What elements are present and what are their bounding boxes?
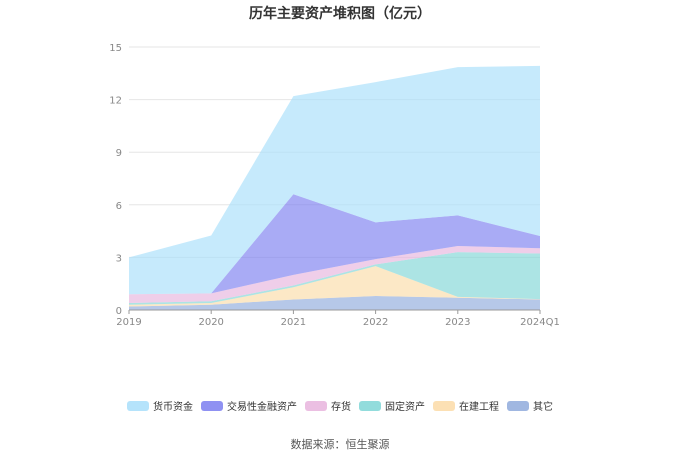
legend-label: 固定资产 <box>385 402 425 413</box>
x-tick-label: 2019 <box>116 317 141 328</box>
legend-item[interactable]: 其它 <box>507 398 553 413</box>
y-tick-label: 15 <box>109 43 122 54</box>
legend-item[interactable]: 存货 <box>305 398 351 413</box>
axes: 0 3 6 9 12 15 2019 2020 2021 2022 2023 2024Q1 <box>109 43 560 328</box>
area-series-2 <box>129 252 540 305</box>
x-tick-label: 2023 <box>445 317 470 328</box>
legend-label: 其它 <box>533 402 553 413</box>
legend-label: 交易性金融资产 <box>227 402 297 413</box>
area-series <box>129 65 540 310</box>
chart-title: 历年主要资产堆积图（亿元） <box>249 6 431 22</box>
legend-item[interactable]: 交易性金融资产 <box>201 398 297 413</box>
source-note: 数据来源：恒生聚源 <box>290 438 390 451</box>
x-tick-label: 2024Q1 <box>520 317 560 328</box>
area-series-4 <box>129 194 540 295</box>
legend-swatch <box>359 400 381 411</box>
legend-label: 货币资金 <box>153 402 193 413</box>
legend-swatch <box>305 400 327 411</box>
legend-item[interactable]: 在建工程 <box>433 398 499 413</box>
legend-item[interactable]: 货币资金 <box>127 398 193 413</box>
legend: 货币资金 交易性金融资产 存货 固定资产 在建工程 其它 <box>0 398 680 413</box>
y-tick-label: 0 <box>116 306 122 317</box>
y-tick-label: 6 <box>116 201 122 212</box>
legend-swatch <box>201 400 223 411</box>
area-series-5 <box>129 65 540 295</box>
legend-swatch <box>433 400 455 411</box>
area-series-3 <box>129 246 540 303</box>
area-series-0 <box>129 295 540 310</box>
y-tick-label: 9 <box>116 148 122 159</box>
legend-swatch <box>127 400 149 411</box>
y-tick-label: 12 <box>109 96 122 107</box>
y-tick-label: 3 <box>116 253 122 264</box>
x-tick-label: 2021 <box>281 317 306 328</box>
legend-label: 存货 <box>331 402 351 413</box>
x-tick-label: 2022 <box>363 317 388 328</box>
legend-item[interactable]: 固定资产 <box>359 398 425 413</box>
area-series-1 <box>129 266 540 307</box>
x-tick-label: 2020 <box>198 317 223 328</box>
legend-label: 在建工程 <box>459 402 499 413</box>
legend-swatch <box>507 400 529 411</box>
